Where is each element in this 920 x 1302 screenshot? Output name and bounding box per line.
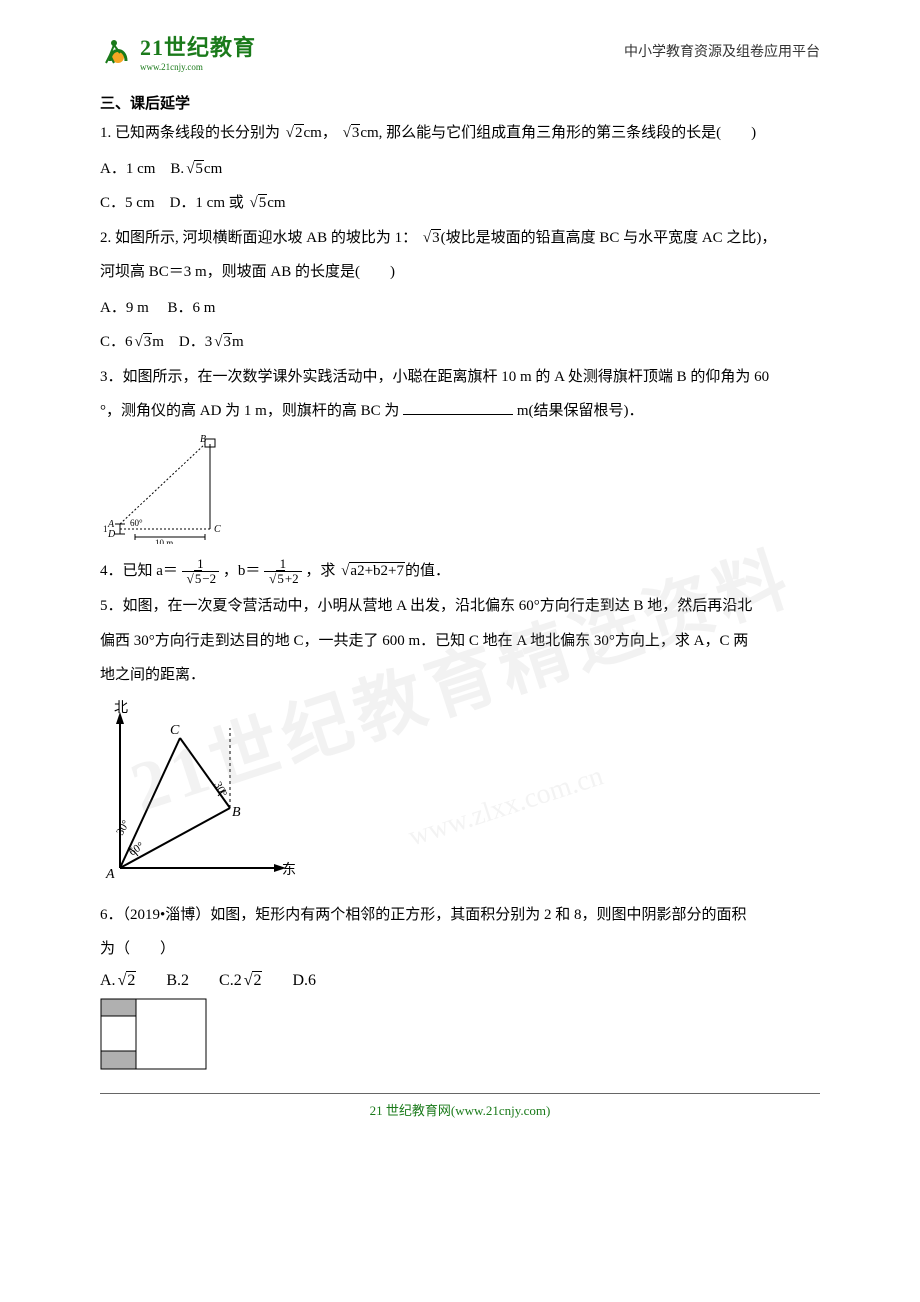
q4-post-suf: 的值． (405, 563, 450, 579)
q1-opt-d-val: 5 (258, 194, 268, 211)
q4-frac-a-den: 5−2 (182, 572, 219, 586)
q1-sqrt-a: 2 (284, 119, 304, 148)
svg-text:60°: 60° (130, 518, 143, 528)
q3-stem-1: 3．如图所示，在一次数学课外实践活动中，小聪在距离旗杆 10 m 的 A 处测得… (100, 363, 820, 392)
q4-post-pre: ，求 (305, 563, 335, 579)
q2-opt-b: B．6 m (168, 300, 216, 316)
q3-figure: B A D 1 C 60° 10 m (100, 434, 820, 549)
q4-stem: 4．已知 a＝ 1 5−2 ，b＝ 1 5+2 ，求 a2+b2+7的值． (100, 557, 820, 587)
q1-stem-post: cm, 那么能与它们组成直角三角形的第三条线段的长是( ) (360, 125, 756, 141)
q2-opt-c-pre: C．6 (100, 334, 133, 350)
svg-text:D: D (107, 529, 116, 540)
svg-text:1: 1 (103, 524, 108, 534)
q1-options-row1: A．1 cm B. 5cm (100, 154, 820, 184)
q2-opt-c-sqrt: 3 (133, 327, 153, 357)
q1-opt-b-suf: cm (204, 161, 222, 177)
q6-opt-a: A. 2 (100, 972, 136, 989)
q4-frac-b-den: 5+2 (264, 572, 301, 586)
logo-icon (100, 33, 136, 69)
svg-text:30°: 30° (211, 779, 229, 798)
logo-sub-text: www.21cnjy.com (140, 62, 256, 72)
q2-ratio-sqrt: 3 (421, 224, 441, 253)
q2-ratio-val: 3 (431, 229, 441, 246)
q4-frac-b-den-sqrt: 5 (267, 572, 285, 586)
q5-line2: 偏西 30°方向行走到达目的地 C，一共走了 600 m．已知 C 地在 A 地… (100, 627, 820, 656)
q2-options-row2: C．63m D．33m (100, 327, 820, 357)
q1-opt-b-sqrt: 5 (184, 154, 204, 184)
q6-opt-c-sqrt: 2 (242, 972, 263, 990)
svg-text:A: A (105, 867, 115, 882)
q5-line1: 5．如图，在一次夏令营活动中，小明从营地 A 出发，沿北偏东 60°方向行走到达… (100, 592, 820, 621)
q3-stem-2-pre: °，测角仪的高 AD 为 1 m，则旗杆的高 BC 为 (100, 403, 399, 419)
q4-result-sqrt: a2+b2+7 (339, 557, 405, 586)
q1-opt-d-suf: cm (267, 195, 285, 211)
q2-opt-c-val: 3 (143, 333, 153, 350)
q1-stem: 1. 已知两条线段的长分别为 2cm， 3cm, 那么能与它们组成直角三角形的第… (100, 119, 820, 148)
q6-opt-d: D.6 (292, 972, 316, 989)
q6-options: A. 2 B.2 C.2 2 D.6 (100, 972, 820, 990)
q4-frac-a-den-sqrt: 5 (185, 572, 203, 586)
q6-opt-a-sqrt: 2 (116, 972, 137, 990)
q6-opt-c-pre: C.2 (219, 972, 242, 989)
q5-figure: 北 东 A B C 30° 60° 30° (100, 698, 820, 893)
svg-text:C: C (170, 723, 180, 738)
q3-stem-2-post: m(结果保留根号)． (517, 403, 644, 419)
q2-stem-2: 河坝高 BC＝3 m，则坡面 AB 的长度是( ) (100, 258, 820, 287)
q2-opt-d-val: 3 (223, 333, 233, 350)
q1-val-a: 2 (294, 124, 304, 141)
logo: 21世纪教育 www.21cnjy.com (100, 30, 256, 72)
q2-options-row1: A．9 m B．6 m (100, 293, 820, 323)
q6-opt-c: C.2 2 (219, 972, 262, 989)
header-right-text: 中小学教育资源及组卷应用平台 (624, 41, 820, 61)
q5-line3: 地之间的距离． (100, 661, 820, 690)
q6-opt-a-pre: A. (100, 972, 116, 989)
svg-text:B: B (200, 434, 206, 445)
svg-text:30°: 30° (114, 818, 132, 837)
q1-opt-c: C．5 cm (100, 195, 155, 211)
q4-frac-a: 1 5−2 (182, 557, 219, 587)
footer-rule (100, 1093, 820, 1094)
q1-stem-pre: 1. 已知两条线段的长分别为 (100, 125, 280, 141)
svg-text:10 m: 10 m (155, 538, 173, 544)
q2-stem-1: 2. 如图所示, 河坝横断面迎水坡 AB 的坡比为 1： 3(坡比是坡面的铅直高… (100, 224, 820, 253)
section-title: 三、课后延学 (100, 92, 820, 113)
q4-frac-a-den-op: −2 (202, 571, 216, 586)
q6-figure (100, 998, 820, 1083)
q2-opt-d-sqrt: 3 (212, 327, 232, 357)
q6-line2: 为（ ） (100, 935, 820, 964)
q6-line1: 6．（2019•淄博）如图，矩形内有两个相邻的正方形，其面积分别为 2 和 8，… (100, 901, 820, 930)
q6-opt-c-val: 2 (252, 971, 262, 989)
svg-text:东: 东 (282, 862, 296, 878)
svg-text:C: C (214, 524, 221, 535)
q6-opt-b: B.2 (166, 972, 189, 989)
q1-opt-d-sqrt: 5 (248, 188, 268, 218)
logo-main-text: 21世纪教育 (140, 35, 256, 60)
page-header: 21世纪教育 www.21cnjy.com 中小学教育资源及组卷应用平台 (100, 30, 820, 72)
q6-opt-a-val: 2 (126, 971, 136, 989)
q4-sqrt-inner: a2+b2+7 (349, 562, 405, 579)
q1-val-b: 3 (351, 124, 361, 141)
svg-text:北: 北 (114, 700, 128, 716)
footer-text: 21 世纪教育网(www.21cnjy.com) (100, 1100, 820, 1119)
q2-opt-d-suf: m (232, 334, 244, 350)
q1-opt-a: A．1 cm (100, 161, 155, 177)
q4-mid: ，b＝ (223, 563, 261, 579)
q2-opt-a: A．9 m (100, 300, 149, 316)
q2-stem-mid: (坡比是坡面的铅直高度 BC 与水平宽度 AC 之比)， (441, 230, 777, 246)
q2-opt-d-pre: D．3 (179, 334, 212, 350)
q1-opt-b-val: 5 (194, 160, 204, 177)
q1-sqrt-b: 3 (341, 119, 361, 148)
q3-stem-2: °，测角仪的高 AD 为 1 m，则旗杆的高 BC 为 m(结果保留根号)． (100, 397, 820, 426)
q1-unit-a: cm， (304, 125, 337, 141)
q4-frac-b-den-op: +2 (285, 571, 299, 586)
q2-stem-pre: 2. 如图所示, 河坝横断面迎水坡 AB 的坡比为 1： (100, 230, 417, 246)
q3-blank[interactable] (403, 399, 513, 415)
q2-opt-c-suf: m (152, 334, 164, 350)
q4-frac-b: 1 5+2 (264, 557, 301, 587)
q1-options-row2: C．5 cm D．1 cm 或 5cm (100, 188, 820, 218)
q1-opt-d-pre: D．1 cm 或 (170, 195, 248, 211)
q4-pre: 4．已知 a＝ (100, 563, 178, 579)
q1-opt-b-pre: B. (170, 161, 184, 177)
svg-text:B: B (232, 805, 241, 820)
